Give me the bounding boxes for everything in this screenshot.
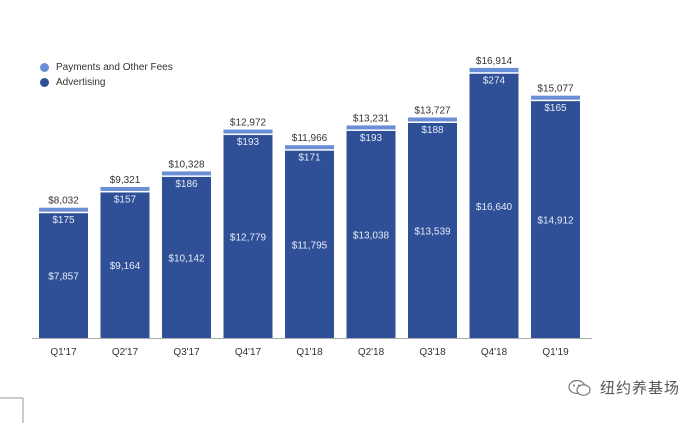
x-tick-label: Q2'18 xyxy=(358,347,385,358)
bar-payments xyxy=(285,145,334,150)
x-tick-label: Q2'17 xyxy=(112,347,139,358)
bar-advertising xyxy=(408,122,457,338)
advertising-label: $9,164 xyxy=(110,261,141,272)
x-tick-label: Q1'19 xyxy=(542,347,569,358)
payments-label: $274 xyxy=(483,76,506,87)
payments-label: $171 xyxy=(298,153,321,164)
advertising-label: $7,857 xyxy=(48,272,79,283)
legend-payments-label: Payments and Other Fees xyxy=(56,62,173,73)
bar-payments xyxy=(469,67,519,73)
x-tick-label: Q4'18 xyxy=(481,347,508,358)
bar-advertising xyxy=(531,101,580,338)
advertising-label: $12,779 xyxy=(230,233,267,244)
x-tick-label: Q3'18 xyxy=(419,347,446,358)
total-label: $13,727 xyxy=(414,105,451,116)
legend-advertising-dot xyxy=(40,78,49,87)
legend-item-advertising: Advertising xyxy=(40,75,173,90)
x-tick-label: Q1'18 xyxy=(296,347,323,358)
payments-label: $165 xyxy=(544,103,567,114)
advertising-label: $14,912 xyxy=(537,216,574,227)
total-label: $13,231 xyxy=(353,113,390,124)
payments-label: $188 xyxy=(421,125,444,136)
bar-payments xyxy=(531,95,580,100)
advertising-label: $10,142 xyxy=(168,253,205,264)
total-label: $16,914 xyxy=(476,56,513,67)
advertising-label: $13,539 xyxy=(414,226,451,237)
advertising-label: $16,640 xyxy=(476,202,513,213)
wechat-icon xyxy=(568,379,591,396)
bar-advertising xyxy=(223,135,273,338)
x-tick-label: Q3'17 xyxy=(173,347,200,358)
watermark-text: 纽约养基场 xyxy=(599,380,680,397)
advertising-label: $13,038 xyxy=(353,230,390,241)
bar-advertising xyxy=(100,192,150,338)
legend-advertising-label: Advertising xyxy=(56,77,106,88)
legend-item-payments: Payments and Other Fees xyxy=(40,60,173,75)
watermark: 纽约养基场 xyxy=(568,377,680,398)
total-label: $8,032 xyxy=(48,196,79,207)
total-label: $10,328 xyxy=(168,159,205,170)
bar-advertising xyxy=(162,176,211,338)
bar-advertising xyxy=(469,73,519,338)
total-label: $15,077 xyxy=(537,84,574,95)
bar-payments xyxy=(100,186,150,191)
total-label: $12,972 xyxy=(230,118,267,129)
bar-advertising xyxy=(39,213,88,338)
chart-legend: Payments and Other Fees Advertising xyxy=(40,60,173,90)
total-label: $9,321 xyxy=(110,175,141,186)
payments-label: $175 xyxy=(52,215,75,226)
x-tick-label: Q1'17 xyxy=(50,347,77,358)
payments-label: $157 xyxy=(114,194,137,205)
payments-label: $193 xyxy=(360,133,383,144)
bar-payments xyxy=(223,129,273,134)
bar-payments xyxy=(346,125,396,130)
bar-advertising xyxy=(346,130,396,338)
advertising-label: $11,795 xyxy=(292,240,328,251)
legend-payments-dot xyxy=(40,63,49,72)
payments-label: $186 xyxy=(175,179,198,190)
bar-payments xyxy=(408,117,457,122)
bar-advertising xyxy=(285,150,334,338)
payments-label: $193 xyxy=(237,137,260,148)
total-label: $11,966 xyxy=(292,133,328,144)
bar-payments xyxy=(162,171,211,176)
bar-payments xyxy=(39,207,88,212)
x-tick-label: Q4'17 xyxy=(235,347,262,358)
